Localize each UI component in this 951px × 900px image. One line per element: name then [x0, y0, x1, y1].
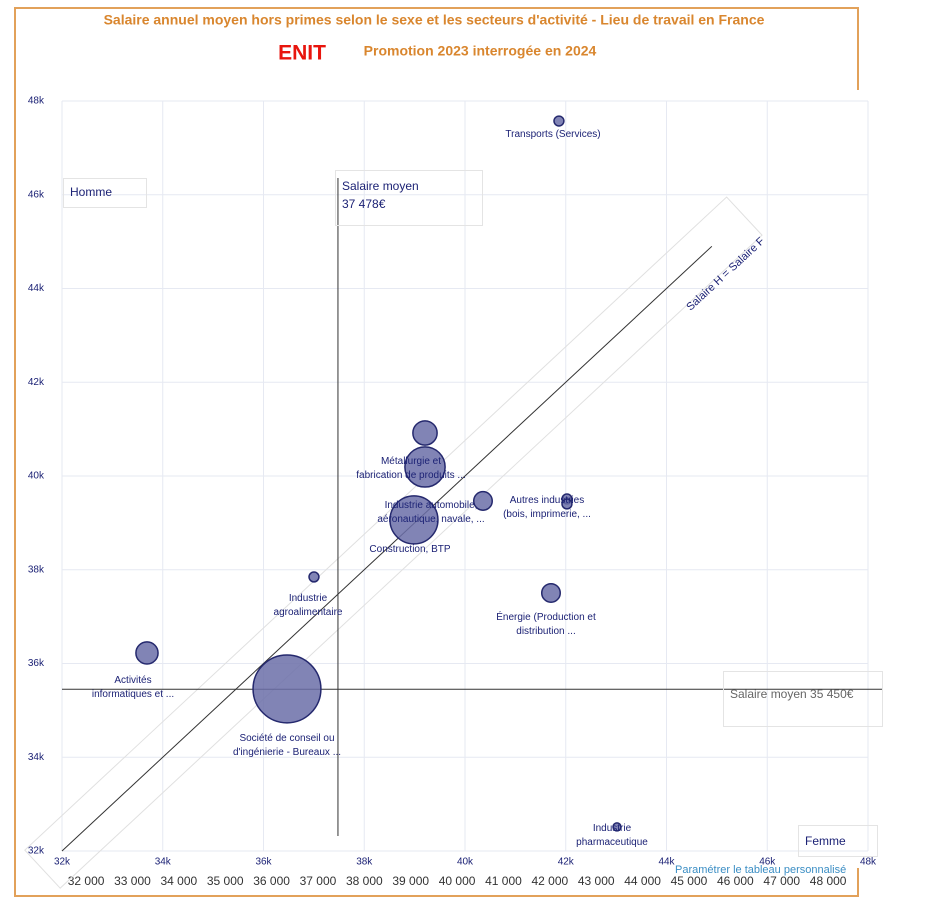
bubble	[404, 446, 446, 488]
y-tick-label: 32k	[28, 846, 45, 857]
point-label: Métallurgie et fabrication de produits .…	[356, 456, 466, 481]
mean-y-label: Salaire moyen 35 450€	[723, 671, 883, 727]
x2-tick-label: 34 000	[161, 874, 198, 888]
x-tick-label: 46k	[759, 857, 776, 868]
point-label: Transports (Services)	[505, 129, 601, 140]
mean-x-label: Salaire moyen 37 478€	[335, 170, 483, 226]
x2-tick-label: 36 000	[253, 874, 290, 888]
x2-tick-label: 33 000	[114, 874, 151, 888]
y-tick-label: 36k	[28, 658, 45, 669]
x2-tick-label: 37 000	[300, 874, 337, 888]
y-tick-label: 34k	[28, 752, 45, 763]
brand: ENIT	[278, 42, 326, 65]
x2-tick-label: 44 000	[624, 874, 661, 888]
x-tick-label: 42k	[558, 857, 575, 868]
bubble	[540, 582, 562, 603]
x2-tick-label: 38 000	[346, 874, 383, 888]
y-tick-label: 40k	[28, 471, 45, 482]
x-tick-label: 38k	[356, 857, 373, 868]
x-tick-label: 44k	[658, 857, 675, 868]
bubble	[308, 571, 320, 583]
bubble	[389, 495, 439, 545]
x2-tick-label: 48 000	[810, 874, 847, 888]
x-tick-label: 48k	[860, 857, 877, 868]
bubble	[412, 420, 438, 446]
x-axis-label: Femme	[798, 825, 878, 857]
x2-tick-label: 43 000	[578, 874, 615, 888]
y-tick-label: 38k	[28, 564, 45, 575]
y-tick-label: 48k	[28, 96, 45, 107]
y-axis-label: Homme	[63, 178, 147, 208]
x-tick-label: 34k	[155, 857, 172, 868]
bubble	[561, 498, 573, 510]
x2-tick-label: 45 000	[671, 874, 708, 888]
bubble	[612, 822, 622, 832]
point-label: Activités informatiques et ...	[91, 675, 175, 700]
x2-tick-label: 39 000	[392, 874, 429, 888]
x2-tick-label: 42 000	[532, 874, 569, 888]
y-tick-label: 46k	[28, 189, 45, 200]
x2-tick-label: 40 000	[439, 874, 476, 888]
subtitle: Promotion 2023 interrogée en 2024	[364, 43, 597, 59]
x2-tick-label: 41 000	[485, 874, 522, 888]
bubble	[553, 115, 565, 127]
y-tick-label: 42k	[28, 377, 45, 388]
settings-link[interactable]: Paramétrer le tableau personnalisé	[675, 864, 847, 876]
point-label: Industrie pharmaceutique	[576, 823, 648, 848]
point-label: Société de conseil ou d'ingénierie - Bur…	[232, 733, 342, 758]
reference-band	[24, 196, 763, 889]
y-tick-label: 44k	[28, 283, 45, 294]
point-label: Autres industries (bois, imprimerie, ...	[503, 495, 591, 520]
bubble	[472, 490, 493, 511]
bubble	[135, 641, 159, 665]
x-tick-label: 32k	[54, 857, 71, 868]
x2-tick-label: 35 000	[207, 874, 244, 888]
chart-title: Salaire annuel moyen hors primes selon l…	[104, 12, 765, 28]
x2-tick-label: 46 000	[717, 874, 754, 888]
point-label: Industrie automobile, aéronautique, nava…	[377, 500, 485, 525]
x-tick-label: 40k	[457, 857, 474, 868]
x-tick-label: 36k	[255, 857, 272, 868]
bubble	[252, 654, 322, 724]
point-label: Industrie agroalimentaire	[273, 593, 343, 618]
point-label: Construction, BTP	[369, 544, 451, 555]
plot-panel	[20, 90, 886, 868]
x2-tick-label: 32 000	[68, 874, 105, 888]
x2-tick-label: 47 000	[763, 874, 800, 888]
reference-line	[61, 245, 713, 852]
point-label: Énergie (Production et distribution ...	[496, 612, 596, 637]
